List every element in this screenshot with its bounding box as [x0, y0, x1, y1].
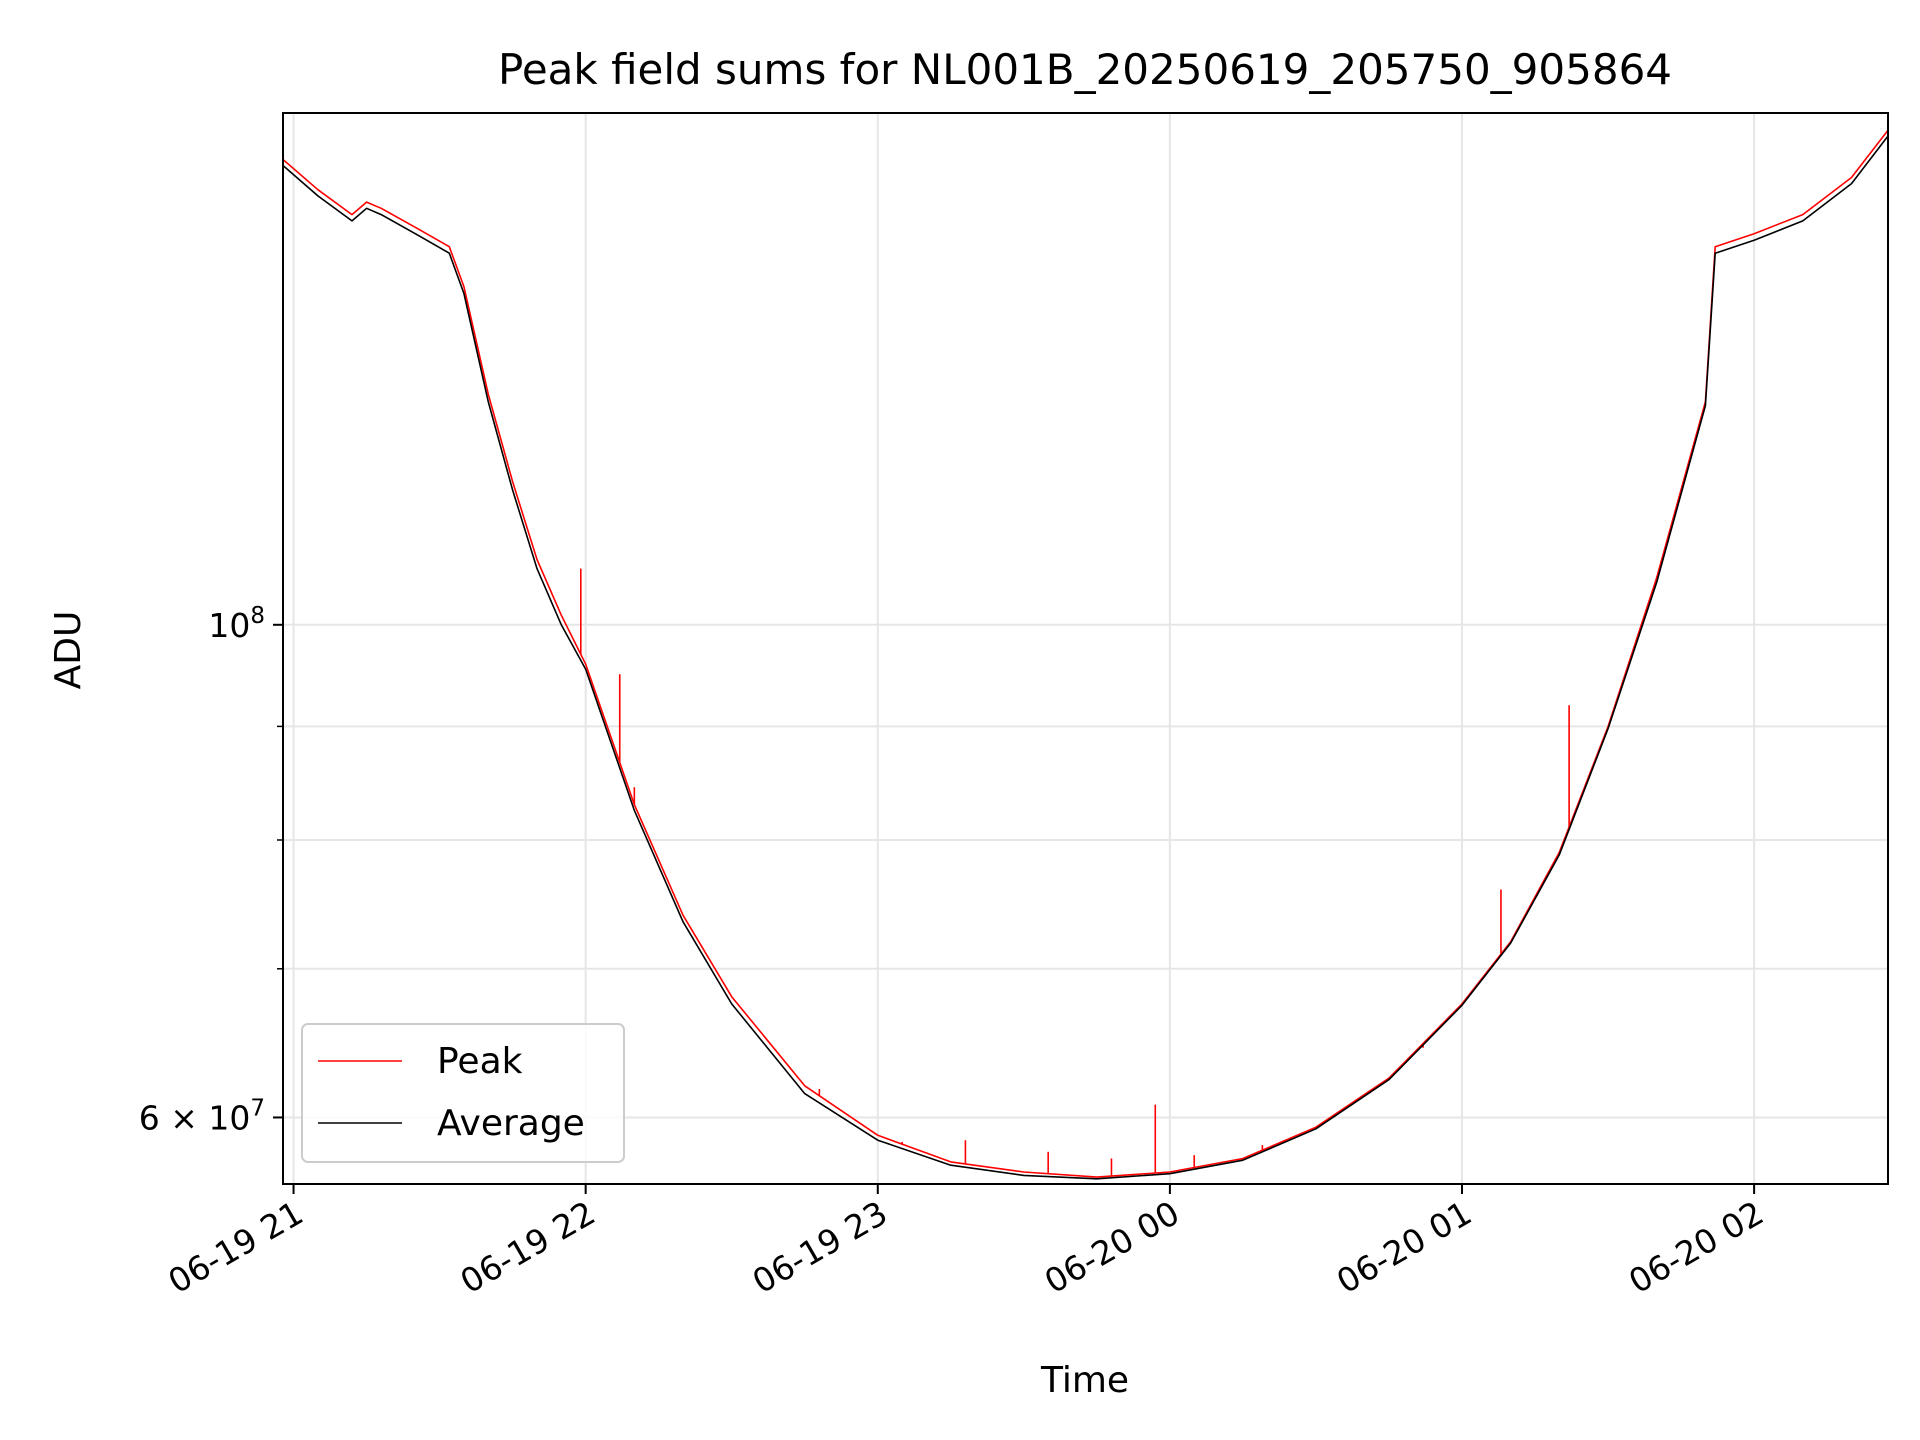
y-tick-label-exponent: 7: [250, 1095, 265, 1121]
legend: Peak Average: [301, 1023, 625, 1163]
plot-grid: [283, 113, 1888, 1184]
plot-series: [282, 129, 1889, 1180]
y-tick-label-base: 6 × 10: [139, 1098, 251, 1137]
x-axis-label: Time: [1040, 1360, 1129, 1401]
legend-label-peak: Peak: [437, 1041, 523, 1082]
legend-label-average: Average: [437, 1103, 585, 1144]
y-axis-label: ADU: [48, 611, 89, 690]
y-tick-label: 108: [208, 603, 265, 645]
y-tick-label-exponent: 8: [250, 603, 265, 629]
y-tick-label-base: 10: [208, 606, 250, 645]
chart-title: Peak field sums for NL001B_20250619_2057…: [498, 45, 1672, 94]
plot-frame: [282, 112, 1889, 1185]
legend-box: [301, 1023, 625, 1163]
series-line-average: [282, 135, 1889, 1180]
series-line-peak: [282, 129, 1889, 1178]
y-tick-label: 6 × 107: [139, 1095, 265, 1137]
y-axis: 108 6 × 107: [139, 603, 283, 1137]
